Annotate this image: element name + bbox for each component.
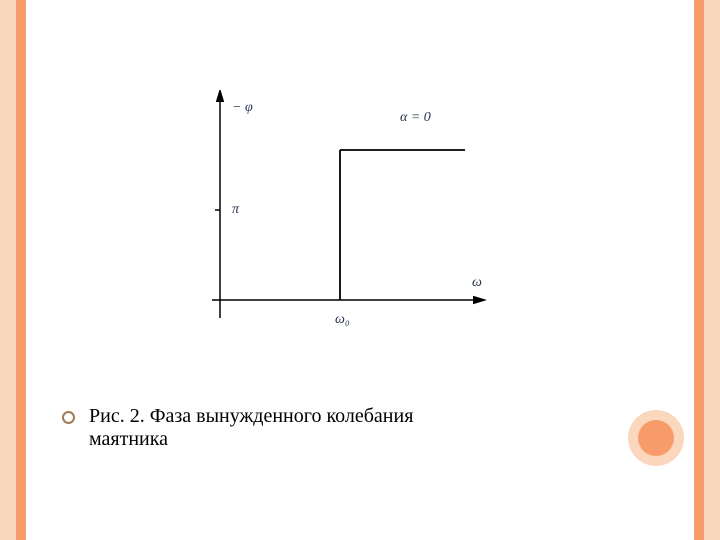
slide: − φ α = 0 π ω ω₀ Рис. 2. Фаза вынужденно… bbox=[0, 0, 720, 540]
deco-circle-inner bbox=[638, 420, 674, 456]
chart-svg bbox=[180, 90, 500, 330]
label-alpha-zero: α = 0 bbox=[400, 110, 431, 126]
label-omega: ω bbox=[472, 275, 482, 291]
stripe-left-outer bbox=[0, 0, 16, 540]
stripe-right-inner bbox=[694, 0, 704, 540]
label-pi: π bbox=[232, 202, 239, 218]
stripe-left-inner bbox=[16, 0, 26, 540]
caption-line-2: маятника bbox=[89, 428, 168, 450]
label-minus-phi: − φ bbox=[232, 100, 253, 116]
stripe-right-outer bbox=[704, 0, 720, 540]
caption-row: Рис. 2. Фаза вынужденного колебания маят… bbox=[62, 405, 413, 451]
phase-chart: − φ α = 0 π ω ω₀ bbox=[180, 90, 500, 330]
bullet-icon bbox=[62, 411, 75, 424]
caption-line-1: Рис. 2. Фаза вынужденного колебания bbox=[89, 405, 413, 427]
label-omega0: ω₀ bbox=[335, 312, 350, 328]
caption-text: Рис. 2. Фаза вынужденного колебания маят… bbox=[89, 405, 413, 451]
